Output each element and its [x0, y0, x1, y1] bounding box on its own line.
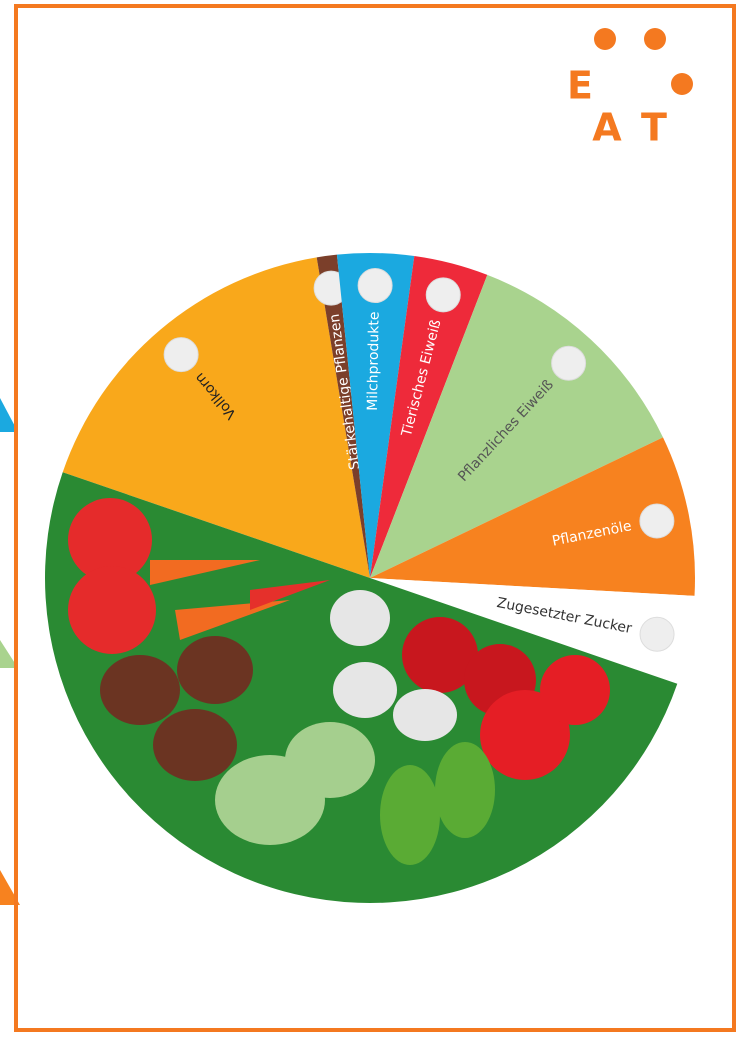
logo-dot	[644, 28, 666, 50]
frame	[14, 4, 736, 1032]
pie-slice	[370, 256, 488, 578]
carrot	[150, 560, 260, 585]
slice-icon	[425, 277, 461, 313]
vegetables	[68, 498, 610, 865]
broccoli	[285, 722, 375, 798]
pie-slice	[370, 578, 695, 684]
slice-icon	[639, 503, 675, 539]
garlic	[393, 689, 457, 741]
logo-letter: T	[641, 106, 667, 150]
slice-icon	[163, 337, 199, 373]
tomato	[68, 498, 152, 582]
garlic	[333, 662, 397, 718]
pear	[380, 765, 440, 865]
slice-label: Milchprodukte	[365, 311, 383, 411]
tomato	[480, 690, 570, 780]
logo-letter: A	[592, 106, 622, 150]
onion	[402, 617, 478, 693]
pie-slice	[316, 254, 370, 579]
pie-slice	[370, 274, 663, 578]
logo-letter: E	[567, 64, 593, 108]
tomato	[68, 566, 156, 654]
logo-dot	[671, 73, 693, 95]
tomato	[540, 655, 610, 725]
decor	[0, 398, 18, 432]
mushroom	[177, 636, 253, 704]
pie-slice	[62, 257, 371, 578]
decor	[0, 640, 18, 668]
pie-slice	[336, 253, 415, 578]
pie: Vollkorn Stärkehaltige Pflanzen Milchprodu…	[45, 253, 695, 903]
mushroom	[100, 655, 180, 725]
slice-icon	[639, 616, 675, 652]
slice-icon	[357, 268, 393, 304]
pie-slice	[370, 437, 695, 596]
radish	[250, 580, 330, 610]
garlic	[330, 590, 390, 646]
carrot	[175, 600, 290, 640]
logo: E A T	[567, 28, 693, 150]
logo-dot	[594, 28, 616, 50]
slice-icon	[551, 345, 587, 381]
pear	[435, 742, 495, 838]
mushroom	[153, 709, 237, 781]
